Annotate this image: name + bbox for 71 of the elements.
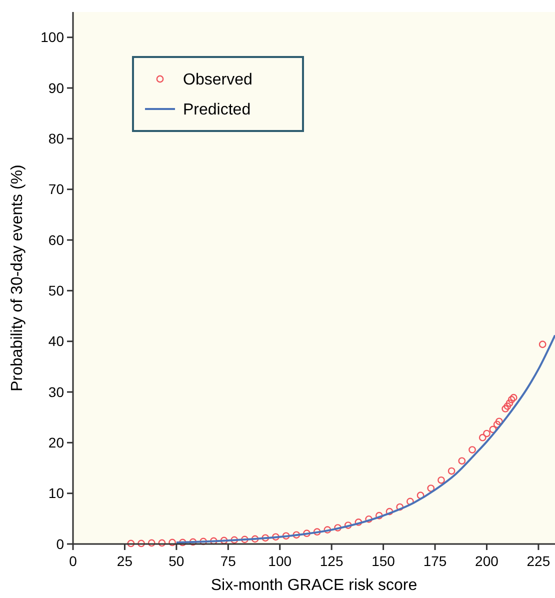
point <box>354 518 362 526</box>
y-tick-label: 60 <box>48 232 64 248</box>
point <box>127 540 135 548</box>
point <box>416 492 424 500</box>
point <box>344 522 352 529</box>
point <box>334 524 342 532</box>
point <box>230 536 238 544</box>
x-tick-label: 50 <box>168 553 184 569</box>
point <box>200 538 208 546</box>
point <box>458 457 466 465</box>
x-tick-label: 125 <box>320 553 344 569</box>
x-tick-label: 150 <box>372 553 396 569</box>
point <box>489 426 497 434</box>
point <box>251 535 259 543</box>
point <box>504 402 512 410</box>
point <box>502 405 510 412</box>
y-tick-label: 100 <box>40 29 64 46</box>
point <box>483 430 490 438</box>
x-tick-label: 200 <box>475 553 499 569</box>
point <box>138 540 145 548</box>
y-tick-label: 80 <box>48 130 64 147</box>
point <box>510 394 518 402</box>
x-tick-label: 75 <box>220 553 236 569</box>
point <box>396 503 404 511</box>
point <box>272 533 280 541</box>
point <box>241 536 248 544</box>
y-tick-label: 20 <box>48 434 64 451</box>
x-tick-label: 225 <box>526 553 550 569</box>
point <box>210 537 218 545</box>
point <box>158 539 166 547</box>
point <box>148 539 156 547</box>
point <box>468 446 476 454</box>
point <box>324 526 332 534</box>
point <box>303 530 310 538</box>
point <box>438 476 445 484</box>
point <box>506 399 514 407</box>
point <box>386 508 394 516</box>
point <box>538 340 546 348</box>
point <box>493 420 501 428</box>
y-tick-label: 10 <box>48 485 64 502</box>
point <box>178 538 186 546</box>
y-tick-label: 90 <box>48 80 64 96</box>
point <box>292 531 300 539</box>
point <box>427 484 435 492</box>
point <box>262 534 270 542</box>
x-tick-label: 25 <box>116 553 133 569</box>
x-axis-title: Six-month GRACE risk score <box>210 577 418 594</box>
point <box>282 532 290 540</box>
legend-label: Observed <box>183 72 252 89</box>
point <box>495 418 503 426</box>
point <box>313 528 321 536</box>
point <box>189 538 197 546</box>
point <box>375 512 383 520</box>
point <box>220 536 228 544</box>
y-tick-label: 30 <box>48 384 64 400</box>
point <box>168 538 176 546</box>
x-tick-label: 100 <box>268 553 292 569</box>
legend-label: Predicted <box>183 102 251 119</box>
point <box>406 498 414 506</box>
y-tick-label: 40 <box>48 333 64 350</box>
y-axis-title: Probability of 30-day events (%) <box>9 164 26 392</box>
x-tick-label: 0 <box>69 553 78 569</box>
point <box>508 396 516 404</box>
line-series <box>175 334 555 544</box>
point <box>365 515 373 523</box>
y-tick-label: 70 <box>48 181 64 198</box>
y-tick-label: 50 <box>48 282 64 299</box>
point <box>478 434 486 442</box>
y-tick-label: 0 <box>56 536 64 552</box>
point <box>448 467 456 475</box>
x-tick-label: 175 <box>423 553 447 569</box>
